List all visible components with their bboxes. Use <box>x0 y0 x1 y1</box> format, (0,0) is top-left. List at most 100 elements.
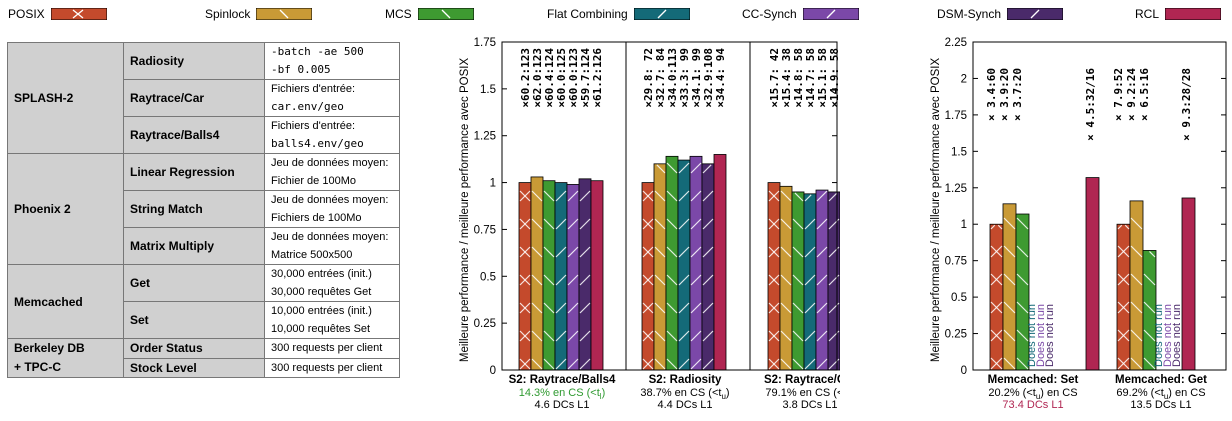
legend-swatch <box>417 8 474 20</box>
param-line: Fichiers d'entrée: <box>271 83 356 95</box>
bar-annotation: ×60.0:125 <box>555 48 568 108</box>
param-line: Jeu de données moyen: <box>271 157 389 169</box>
bar-annotation: ×34.1: 99 <box>690 48 703 108</box>
bar-cc-synch <box>566 184 580 371</box>
bar-hatch <box>531 190 543 370</box>
legend-label: POSIX <box>8 7 45 21</box>
group-cs-ratio: 20.2% (<tu) en CS <box>988 387 1077 401</box>
legend-label: Spinlock <box>205 7 251 21</box>
bar-hatch <box>642 190 654 370</box>
bar-hatch <box>690 162 702 370</box>
legend-swatch <box>802 8 859 20</box>
param-line: Jeu de données moyen: <box>271 194 389 206</box>
bar-annotation: × 6.5:16 <box>1138 68 1151 121</box>
table-row: SPLASH-2 Radiosity -batch -ae 500 -bf 0.005 <box>7 42 400 154</box>
param-line: Jeu de données moyen: <box>271 231 389 243</box>
bar-annotation: × 9.3:28/28 <box>1180 68 1193 141</box>
does-not-run-label: Does not run <box>1162 304 1174 367</box>
bar-hatch <box>804 194 816 370</box>
does-not-run-label: Does not run <box>1171 304 1183 367</box>
bar-annotation: × 3.9:20 <box>998 68 1011 121</box>
bar-posix <box>1116 223 1131 371</box>
group-cache-misses: 4.4 DCs L1 <box>657 399 712 411</box>
table-app-cell: Raytrace/Balls4 <box>123 116 265 154</box>
table-app-cell: Matrix Multiply <box>123 227 265 265</box>
bar-hatch <box>816 190 828 370</box>
legend-label: Flat Combining <box>547 7 628 21</box>
bar-posix <box>989 223 1004 371</box>
table-params-cell: Jeu de données moyen: Fichier de 100Mo <box>264 153 400 191</box>
bar-annotation: × 3.7:20 <box>1011 68 1024 121</box>
bar-hatch <box>678 162 690 370</box>
legend-item-posix: POSIX <box>8 7 107 21</box>
legend-label: MCS <box>385 7 412 21</box>
table-params-cell: Fichiers d'entrée: balls4.env/geo <box>264 116 400 154</box>
table-row: Memcached Get 30,000 entrées (init.) 30,000… <box>7 264 400 339</box>
bar-annotation: ×60.2:123 <box>519 48 532 108</box>
does-not-run-label: Does not run <box>1035 304 1047 367</box>
plot-frame <box>501 41 838 371</box>
bar-hatch <box>1016 217 1029 370</box>
bar-rcl <box>713 154 727 371</box>
param-line: Fichiers d'entrée: <box>271 120 356 132</box>
bar-rcl <box>1181 197 1196 371</box>
bar-annotation: ×34.4: 94 <box>714 48 727 108</box>
bar-hatch <box>1130 217 1143 370</box>
y-tick-label: 0.25 <box>474 318 496 330</box>
bar-annotation: ×14.8: 58 <box>792 48 805 108</box>
bar-hatch <box>768 190 780 370</box>
y-tick-label: 1 <box>961 219 967 231</box>
table-row: Berkeley DB + TPC-C Order Status 300 reques… <box>7 338 400 378</box>
bar-annotation: ×60.4:124 <box>543 48 556 108</box>
legend-swatch <box>256 8 313 20</box>
group-label: S2: Raytrace/Car <box>764 374 840 386</box>
y-tick-label: 0.5 <box>951 292 967 304</box>
table-params-cell: Jeu de données moyen: Matrice 500x500 <box>264 227 400 265</box>
y-tick-label: 0.75 <box>474 224 496 236</box>
bar-hatch <box>567 190 579 370</box>
legend-label: DSM-Synch <box>937 7 1002 21</box>
bar-hatch <box>990 224 1003 370</box>
table-app-cell: Radiosity <box>123 42 265 80</box>
table-group-cell: SPLASH-2 <box>7 42 124 154</box>
legend-item-mcs: MCS <box>385 7 474 21</box>
param-line: 30,000 requêtes Get <box>271 286 372 298</box>
bar-hatch <box>1143 251 1156 370</box>
table-group-cell: Phoenix 2 <box>7 153 124 265</box>
benchmark-table: SPLASH-2 Radiosity -batch -ae 500 -bf 0.005… <box>7 42 400 378</box>
y-tick-label: 0 <box>961 365 967 377</box>
y-tick-label: 0 <box>490 365 496 377</box>
group-cs-ratio: 79.1% en CS (<tu) <box>765 387 840 401</box>
legend-item-dsm-synch: DSM-Synch <box>937 7 1064 21</box>
table-app-cell: Order Status <box>123 338 265 359</box>
table-params-cell: 300 requests per client <box>264 338 400 359</box>
param-line: Fichiers de 100Mo <box>271 212 362 224</box>
y-tick-label: 1.75 <box>474 37 496 49</box>
bar-annotation: ×33.3: 99 <box>678 48 691 108</box>
legend-item-cc-synch: CC-Synch <box>742 7 859 21</box>
group-cs-ratio: 38.7% en CS (<tu) <box>640 387 729 401</box>
legend-item-flat-combining: Flat Combining <box>547 7 690 21</box>
param-line: 10,000 requêtes Set <box>271 323 371 335</box>
y-tick-label: 0.25 <box>945 329 967 341</box>
bar-annotation: × 7.9:52 <box>1112 68 1125 121</box>
y-tick-label: 1.25 <box>474 131 496 143</box>
bar-annotation: ×32.7: 84 <box>654 48 667 108</box>
does-not-run-label: Does not run <box>1044 304 1056 367</box>
y-tick-label: 1.5 <box>480 84 496 96</box>
chart-splash2: Meilleure performance / meilleure perfor… <box>459 37 840 411</box>
param-line: 30,000 entrées (init.) <box>271 268 372 280</box>
bar-hatch <box>654 164 666 370</box>
bar-hatch <box>666 162 678 370</box>
bar-hatch <box>1117 224 1130 370</box>
bar-annotation: × 3.4:60 <box>985 68 998 121</box>
table-params-cell: Fichiers d'entrée: car.env/geo <box>264 79 400 117</box>
bar-cc-synch <box>689 155 703 371</box>
group-cs-ratio: 14.3% en CS (<tl) <box>519 387 605 401</box>
table-app-cell: Get <box>123 264 265 302</box>
bar-annotation: ×29.8: 72 <box>642 48 655 108</box>
bar-annotation: × 9.2:24 <box>1125 68 1138 121</box>
y-tick-label: 1.75 <box>945 110 967 122</box>
param-line: balls4.env/geo <box>271 137 364 150</box>
bar-spinlock <box>779 185 793 371</box>
